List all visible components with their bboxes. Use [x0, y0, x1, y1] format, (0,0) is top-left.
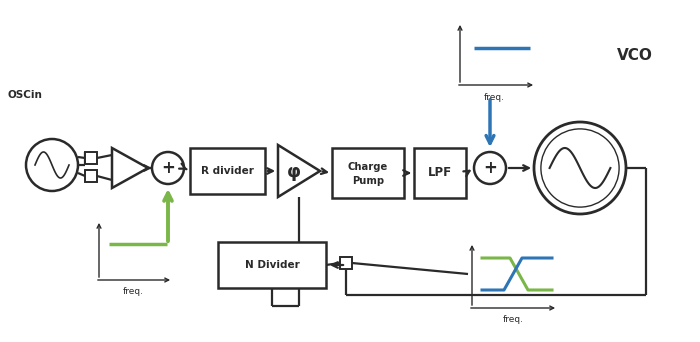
Text: LPF: LPF: [428, 167, 452, 180]
Text: +: +: [161, 159, 175, 177]
Circle shape: [474, 152, 506, 184]
Text: freq.: freq.: [503, 316, 524, 325]
Circle shape: [152, 152, 184, 184]
Text: freq.: freq.: [122, 288, 144, 297]
Text: OSCin: OSCin: [8, 90, 43, 100]
Text: +: +: [483, 159, 497, 177]
Bar: [340, 257, 352, 269]
Bar: [190, 148, 265, 194]
Text: φ: φ: [287, 163, 301, 181]
Text: VCO: VCO: [617, 48, 653, 63]
Text: N Divider: N Divider: [244, 260, 300, 270]
Bar: [85, 170, 97, 182]
Polygon shape: [112, 148, 148, 188]
Text: freq.: freq.: [484, 92, 505, 102]
Bar: [414, 148, 466, 198]
Polygon shape: [278, 145, 320, 197]
Text: R divider: R divider: [201, 166, 254, 176]
Circle shape: [534, 122, 626, 214]
Bar: [85, 152, 97, 164]
Bar: [332, 148, 404, 198]
Text: Pump: Pump: [352, 175, 384, 185]
Circle shape: [541, 129, 619, 207]
Text: Charge: Charge: [348, 162, 388, 172]
Circle shape: [26, 139, 78, 191]
Bar: [218, 242, 326, 288]
